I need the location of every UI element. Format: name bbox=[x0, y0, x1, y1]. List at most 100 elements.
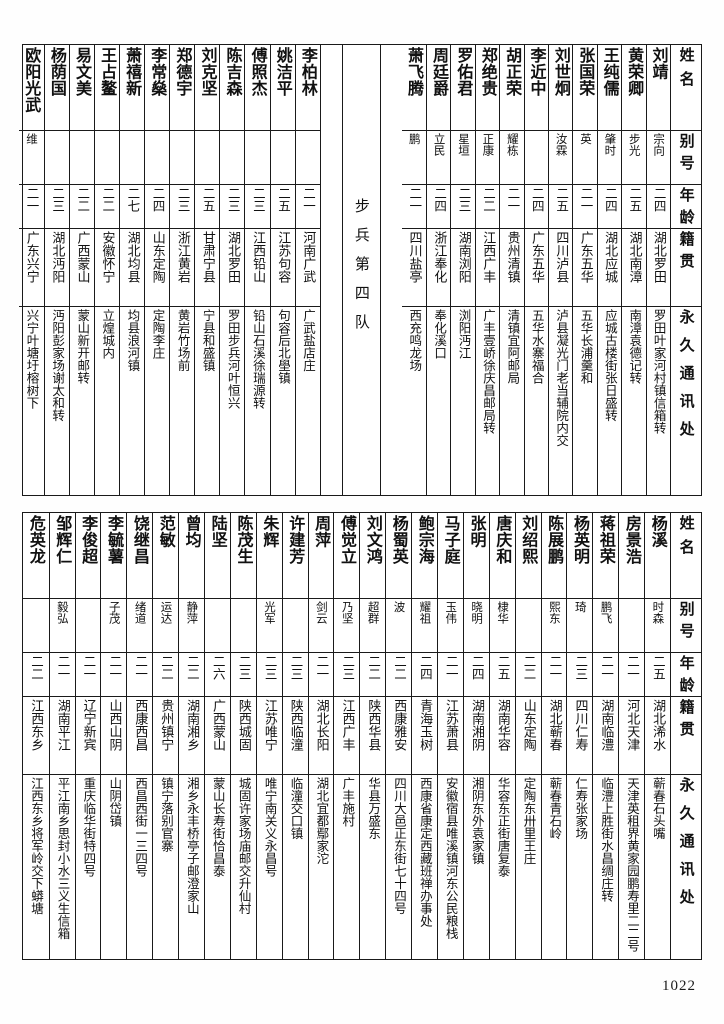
roster-entry-column: 许建芳 二三 陕西临潼 临潼交口镇 bbox=[281, 513, 308, 959]
entry-cell-address: 铅山石溪徐瑞源转 bbox=[250, 309, 266, 409]
entry-cell-age: 二四 bbox=[412, 653, 437, 697]
entry-cell-alias bbox=[69, 131, 94, 185]
entry-cell-address: 四川大邑正东街七十四号 bbox=[392, 777, 408, 915]
roster-entry-column: 陈吉森 二三 湖北罗田 罗田步兵河叶恒兴 bbox=[219, 45, 245, 495]
header-cell-alias: 别号 bbox=[671, 599, 701, 653]
entry-cell-alias: 鹏 bbox=[401, 131, 427, 185]
entry-cell-age: 二一 bbox=[101, 653, 127, 697]
entry-cell-age: 二五 bbox=[549, 185, 573, 229]
spacer-column-right bbox=[379, 45, 402, 495]
roster-group-right: 刘靖 宗向 二四 湖北罗田 罗田叶家河村镇信箱转 黄荣卿 步光 二五 湖北南漳 南漳袁德记转 王纯儒… bbox=[401, 45, 670, 495]
entry-cell-age: 二一 bbox=[541, 653, 567, 697]
entry-cell-name: 姚洁平 bbox=[270, 45, 295, 131]
entry-cell-alias bbox=[145, 131, 170, 185]
row-header-column-bottom: 姓名 别号 年龄 籍贯 永久通讯处 bbox=[670, 513, 701, 959]
entry-cell-name: 饶继昌 bbox=[127, 513, 153, 599]
roster-entry-column: 李常燊 二四 山东定陶 定陶李庄 bbox=[144, 45, 170, 495]
entry-cell-name: 朱辉 bbox=[256, 513, 282, 599]
roster-table-top: 姓名 别号 年龄 籍贯 永久通讯处 刘靖 宗向 二四 湖北罗田 罗田叶家河村镇信箱转 黄荣… bbox=[18, 44, 702, 496]
entry-cell-age: 二一 bbox=[308, 653, 334, 697]
entry-cell-name: 陈吉森 bbox=[220, 45, 245, 131]
entry-cell-alias bbox=[195, 131, 220, 185]
entry-cell-age: 二三 bbox=[334, 653, 360, 697]
entry-cell-origin: 贵州镇宁 bbox=[153, 697, 179, 775]
entry-cell-origin: 陕西华县 bbox=[360, 697, 386, 775]
entry-cell-name: 蒋祖荣 bbox=[593, 513, 619, 599]
entry-cell-address: 平江南乡思封小水三义生信箱 bbox=[55, 777, 71, 940]
roster-entry-column: 周萍 剑云 二一 湖北长阳湖北宜都鄢家沱 bbox=[307, 513, 334, 959]
roster-entry-column: 邹辉仁 毅弘 二一 湖南平江 平江南乡思封小水三义生信箱 bbox=[48, 513, 75, 959]
entry-cell-name: 郑绝贵 bbox=[475, 45, 500, 131]
roster-entry-column: 蒋祖荣 鹏飞 二一 湖南临澧 临澧上胜街水昌绸庄转 bbox=[592, 513, 619, 959]
entry-cell-address: 湖北宜都鄢家沱 bbox=[314, 777, 330, 865]
roster-group-left: 李柏林 二一 河南广武 广武盐店庄 姚洁平 二五 江苏句容 句容后北壆镇 傅照杰 二三 江西铅山 铅山… bbox=[18, 45, 320, 495]
entry-cell-name: 周萍 bbox=[308, 513, 334, 599]
entry-cell-address: 蕲春石头嘴 bbox=[650, 777, 666, 840]
entry-cell-origin: 陕西临潼 bbox=[282, 697, 308, 775]
entry-cell-alias: 正康 bbox=[475, 131, 500, 185]
entry-cell-age: 二五 bbox=[270, 185, 295, 229]
entry-cell-address: 南漳袁德记转 bbox=[627, 309, 643, 384]
entry-cell-address: 罗田叶家河村镇信箱转 bbox=[651, 309, 667, 434]
entry-cell-age: 二五 bbox=[489, 653, 515, 697]
roster-entry-column: 唐庆和 棣华 二五 湖南华容 华容东正街唐复泰 bbox=[488, 513, 515, 959]
entry-cell-origin: 甘肃宁县 bbox=[195, 229, 220, 307]
entry-cell-name: 易文美 bbox=[69, 45, 94, 131]
entry-cell-address: 奉化溪口 bbox=[432, 309, 448, 359]
entry-cell-name: 曾均 bbox=[179, 513, 204, 599]
unit-label-column: 步兵第四队 bbox=[341, 45, 380, 495]
entry-cell-age: 二三 bbox=[220, 185, 245, 229]
entry-cell-name: 杨英明 bbox=[567, 513, 593, 599]
entry-cell-name: 李俊超 bbox=[75, 513, 101, 599]
entry-cell-alias bbox=[220, 131, 245, 185]
entry-cell-origin: 江西广丰 bbox=[334, 697, 360, 775]
entry-cell-alias: 剑云 bbox=[308, 599, 334, 653]
entry-cell-address: 临潼交口镇 bbox=[288, 777, 304, 840]
entry-cell-name: 李常燊 bbox=[145, 45, 170, 131]
entry-cell-address: 广丰壹峤徐庆昌邮局转 bbox=[480, 309, 496, 434]
entry-cell-origin: 湖南平江 bbox=[49, 697, 75, 775]
entry-cell-alias bbox=[204, 599, 230, 653]
entry-cell-origin: 西康雅安 bbox=[386, 697, 412, 775]
entry-cell-age: 二三 bbox=[282, 653, 308, 697]
entry-cell-age: 二一 bbox=[127, 653, 153, 697]
row-header-column-top: 姓名 别号 年龄 籍贯 永久通讯处 bbox=[670, 45, 701, 495]
roster-entry-column: 范敏 运达 二二 贵州镇宁 镇宁落别官寨 bbox=[152, 513, 179, 959]
entry-cell-address: 仁寿张家场 bbox=[573, 777, 589, 840]
entry-cell-alias bbox=[44, 131, 69, 185]
entry-cell-alias bbox=[524, 131, 549, 185]
entry-cell-alias: 时森 bbox=[645, 599, 670, 653]
entry-cell-age: 二一 bbox=[49, 653, 75, 697]
entry-cell-age: 二一 bbox=[573, 185, 597, 229]
entry-cell-address: 均县浪河镇 bbox=[125, 309, 141, 372]
entry-cell-name: 王纯儒 bbox=[597, 45, 622, 131]
roster-group-single: 杨溪 时森 二五 湖北浠水 蕲春石头嘴 房景浩 二一 河北天津 天津英租界黄家园鹏寿里二二号 蒋祖… bbox=[22, 513, 670, 959]
entry-cell-address: 句容后北壆镇 bbox=[275, 309, 291, 384]
entry-cell-origin: 湖北应城 bbox=[597, 229, 622, 307]
entry-cell-name: 邹辉仁 bbox=[49, 513, 75, 599]
entry-cell-alias bbox=[295, 131, 320, 185]
entry-cell-age: 二三 bbox=[256, 653, 282, 697]
roster-entry-column: 王纯儒 肇时 二四 湖北应城 应城古楼街张日盛转 bbox=[596, 45, 622, 495]
entry-cell-alias bbox=[270, 131, 295, 185]
entry-cell-origin: 湖北长阳 bbox=[308, 697, 334, 775]
entry-cell-origin: 湖南湘阴 bbox=[463, 697, 489, 775]
entry-cell-name: 萧飞腾 bbox=[401, 45, 427, 131]
entry-cell-alias: 维 bbox=[18, 131, 44, 185]
entry-cell-address: 城固许家场庙邮交升仙村 bbox=[236, 777, 252, 915]
roster-entry-column: 刘文鸿 超群 二二 陕西华县 华县万盛东 bbox=[359, 513, 386, 959]
roster-entry-column: 刘绍熙 二二 山东定陶 定陶东卅里王庄 bbox=[514, 513, 541, 959]
entry-cell-age: 二一 bbox=[401, 185, 427, 229]
entry-cell-origin: 湖北罗田 bbox=[220, 229, 245, 307]
entry-cell-age: 二一 bbox=[593, 653, 619, 697]
entry-cell-age: 二四 bbox=[646, 185, 670, 229]
roster-entry-column: 鲍宗海 耀祖 二四 青海玉树 西康省康定西藏班禅办事处 bbox=[411, 513, 437, 959]
spacer-column-left bbox=[319, 45, 342, 495]
entry-cell-origin: 浙江奉化 bbox=[427, 229, 451, 307]
entry-cell-address: 定陶东卅里王庄 bbox=[521, 777, 537, 865]
entry-cell-address: 安徽宿县唯溪镇河东公民粮栈 bbox=[443, 777, 459, 940]
entry-cell-address: 江西东乡将军岭交下蟒塘 bbox=[29, 777, 45, 915]
entry-cell-name: 唐庆和 bbox=[489, 513, 515, 599]
header-cell-address: 永久通讯处 bbox=[677, 777, 696, 917]
